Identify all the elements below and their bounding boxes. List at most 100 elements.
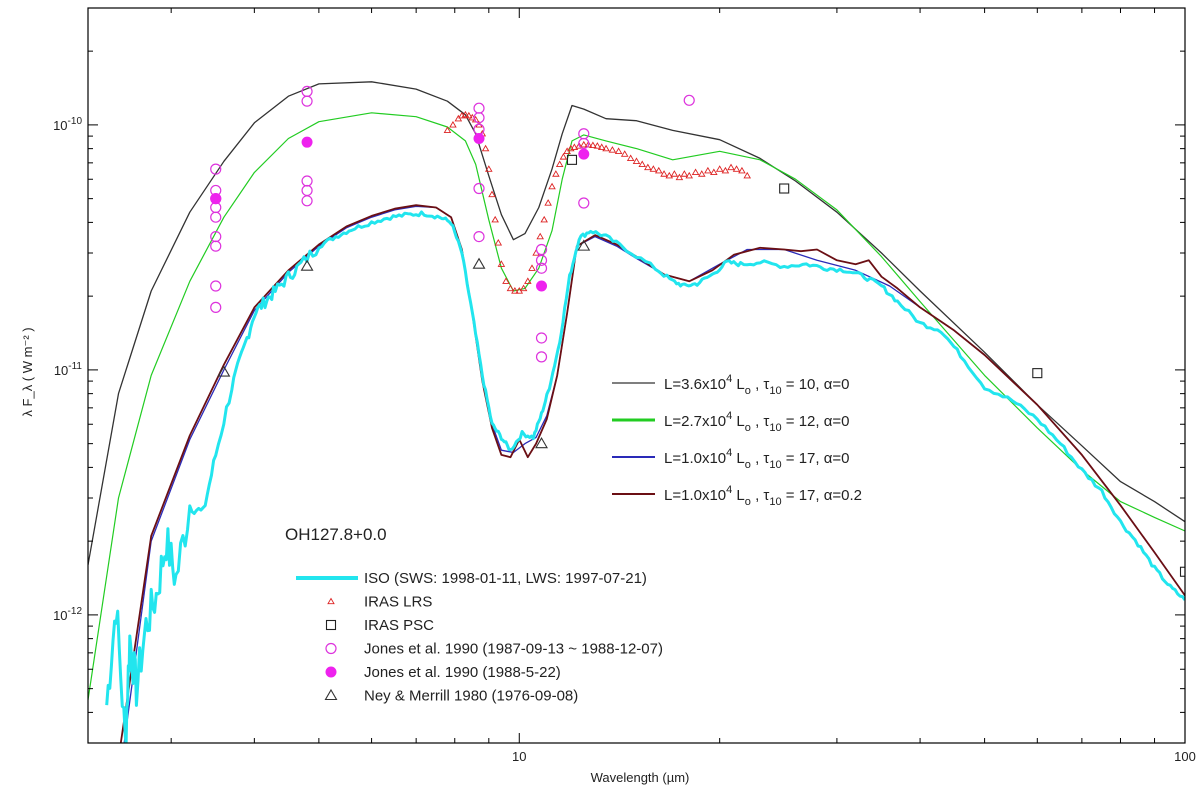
plot-frame [87, 7, 1186, 744]
iras-lrs-point [449, 120, 457, 128]
iras-lrs-point [608, 146, 617, 153]
iras-lrs-point [710, 168, 718, 176]
jones-open-point [301, 95, 313, 107]
legend-obs-swatch [325, 666, 337, 678]
model-curves [88, 81, 1185, 743]
legend-obs-label: IRAS PSC [364, 617, 434, 634]
iras-lrs-point [559, 153, 568, 160]
legend-obs-swatch [325, 619, 337, 631]
iras-lrs-point [481, 144, 490, 152]
ney-merrill-point [217, 365, 231, 377]
jones-open-point [301, 195, 313, 207]
legend-obs-label: IRAS LRS [364, 594, 432, 611]
object-name-label: OH127.8+0.0 [285, 525, 387, 544]
iras-lrs-point [575, 142, 583, 149]
iras-lrs-point [497, 260, 506, 267]
legend-obs-swatch [327, 597, 335, 605]
iras-lrs-point [644, 163, 652, 171]
jones-open-point [535, 243, 548, 256]
iso-spectrum [105, 210, 1185, 743]
jones-open-point [578, 137, 590, 150]
iras-lrs-point [548, 182, 556, 190]
iras-lrs-point [675, 173, 684, 181]
x-tick-label: 10 [512, 749, 526, 764]
y-tick-label: 10-11 [54, 361, 83, 378]
legend-obs-label: ISO (SWS: 1998-01-11, LWS: 1997-07-21) [364, 570, 647, 587]
y-axis-label: λ F_λ ( W m⁻² ) [20, 327, 35, 416]
iras-lrs-point [511, 287, 519, 294]
iras-lrs-point [727, 163, 735, 171]
iras-lrs-point [540, 215, 548, 223]
jones-open-point [535, 332, 548, 344]
iras-lrs-point [491, 215, 499, 223]
ney-merrill-point [300, 259, 314, 271]
iras-lrs-point [638, 160, 647, 168]
iras-lrs-point [698, 170, 706, 177]
iras-psc-point [1032, 368, 1043, 379]
jones-open-point [210, 211, 222, 223]
y-tick-label: 10-10 [53, 116, 82, 133]
iras-lrs-point [649, 165, 658, 172]
iras-lrs-point [552, 170, 560, 177]
model-curve-1 [88, 81, 1185, 566]
jones-filled-point [301, 136, 313, 148]
iras-lrs-point [461, 110, 470, 118]
iras-lrs-point [620, 150, 629, 157]
ney-merrill-point [535, 437, 548, 449]
iras-lrs-point [715, 165, 724, 172]
legend-obs-swatch [325, 642, 337, 655]
jones-open-point [301, 85, 313, 97]
iras-lrs-point [465, 111, 473, 119]
iras-lrs-point [589, 141, 597, 149]
jones-filled-point [210, 193, 222, 205]
iras-lrs-point [528, 264, 536, 271]
iras-lrs-point [721, 166, 730, 174]
iras-lrs-point [593, 142, 602, 149]
jones-open-point [301, 175, 313, 187]
iras-lrs-point [570, 143, 579, 150]
jones-open-point [683, 94, 695, 106]
jones-open-point [578, 197, 590, 209]
jones-open-point [473, 230, 485, 243]
y-tick-label: 10-12 [53, 606, 82, 623]
x-axis-label: Wavelength (µm) [591, 770, 690, 785]
iras-lrs-point [544, 199, 552, 206]
legend-obs-label: Jones et al. 1990 (1987-09-13 ~ 1988-12-… [364, 641, 663, 658]
iras-lrs-point [502, 277, 510, 284]
x-tick-label: 100 [1174, 749, 1196, 764]
iras-lrs-point [443, 126, 452, 134]
iras-lrs-point [738, 166, 746, 174]
iras-lrs-point [519, 284, 528, 292]
iras-psc-point [566, 154, 578, 165]
iras-lrs-point [665, 171, 674, 179]
legend-model-label: L=2.7x104 Lo , τ10 = 12, α=0 [664, 410, 849, 434]
iras-lrs-point [524, 277, 532, 284]
iras-psc-point [1179, 566, 1185, 577]
jones-open-point [473, 123, 485, 135]
iras-lrs-point [536, 232, 544, 240]
tick-labels: 10 100 10-12 10-11 10-10 [53, 116, 1196, 764]
iras-lrs-point [580, 140, 588, 148]
model-curve-4 [119, 204, 1185, 743]
iras-lrs-point [506, 284, 515, 292]
iras-lrs-point [494, 238, 503, 246]
jones-open-point [535, 351, 548, 363]
iras-lrs-point [670, 170, 679, 177]
legend-model-label: L=1.0x104 Lo , τ10 = 17, α=0 [664, 447, 849, 471]
ney-merrill-point [472, 257, 486, 269]
jones-open-point [77, 452, 87, 462]
legend-model-label: L=3.6x104 Lo , τ10 = 10, α=0 [664, 373, 849, 397]
iras-lrs-point [743, 171, 752, 179]
axis-ticks [88, 7, 1186, 744]
jones-open-point [210, 163, 222, 175]
iras-lrs-point [660, 170, 668, 177]
iras-lrs-point [685, 171, 693, 179]
iras-lrs-point [654, 166, 663, 174]
jones-open-point [301, 184, 313, 197]
legend-observations: ISO (SWS: 1998-01-11, LWS: 1997-07-21) IR… [296, 570, 663, 705]
iras-lrs-point [626, 154, 635, 162]
jones-filled-point [578, 148, 590, 160]
jones-open-point [535, 262, 548, 274]
iras-lrs-point [691, 168, 700, 176]
